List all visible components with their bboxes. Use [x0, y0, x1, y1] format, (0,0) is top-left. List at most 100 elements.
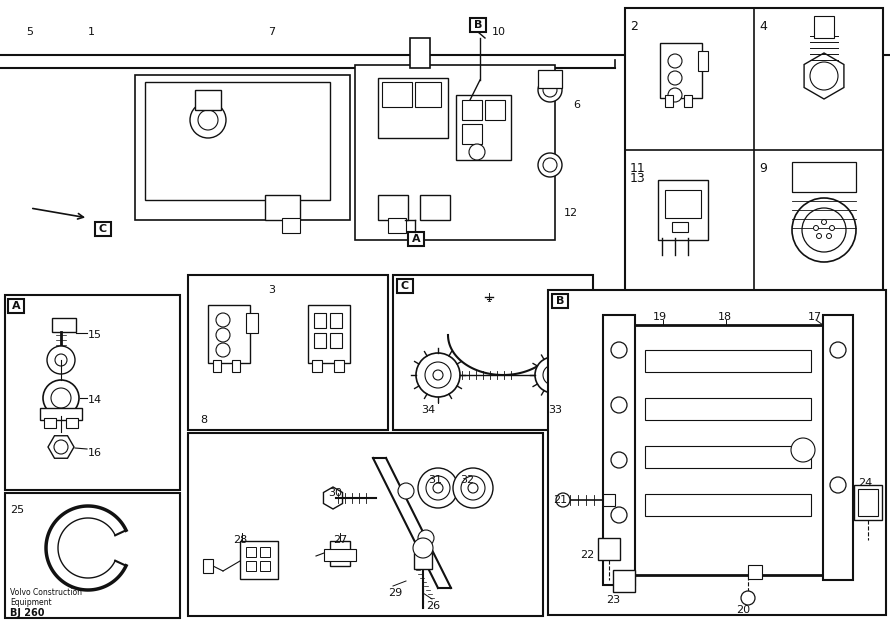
Circle shape [468, 483, 478, 493]
Circle shape [198, 110, 218, 130]
Bar [232, 360, 240, 372]
Text: A: A [12, 301, 20, 311]
Bar [195, 90, 221, 110]
Text: Volvo Construction: Volvo Construction [10, 588, 82, 597]
Circle shape [611, 342, 627, 358]
Bar [135, 75, 350, 220]
Bar [814, 16, 834, 38]
Bar [265, 195, 300, 220]
Bar [382, 82, 412, 107]
Bar [246, 313, 258, 333]
Circle shape [543, 365, 563, 385]
Circle shape [55, 354, 67, 366]
Text: 2: 2 [630, 20, 638, 33]
Text: B: B [473, 20, 482, 30]
Circle shape [611, 397, 627, 413]
Bar [598, 538, 620, 560]
Text: 20: 20 [736, 605, 750, 615]
Circle shape [543, 158, 557, 172]
Circle shape [54, 440, 68, 454]
Circle shape [535, 357, 571, 393]
Bar [410, 38, 430, 68]
Text: 25: 25 [10, 505, 24, 515]
Bar [330, 333, 342, 348]
Bar [462, 100, 482, 120]
Bar [324, 549, 356, 561]
Text: BJ 260: BJ 260 [10, 608, 45, 618]
Circle shape [668, 54, 682, 68]
Bar [485, 100, 505, 120]
Circle shape [538, 78, 562, 102]
Circle shape [810, 62, 838, 90]
Bar [470, 18, 486, 32]
Bar [408, 232, 424, 246]
Bar [456, 95, 511, 160]
Bar [665, 95, 673, 107]
Circle shape [418, 530, 434, 546]
Circle shape [802, 208, 846, 252]
Circle shape [47, 346, 75, 374]
Text: 1: 1 [88, 27, 95, 37]
Circle shape [413, 538, 433, 558]
Circle shape [611, 507, 627, 523]
Circle shape [216, 313, 230, 327]
Circle shape [216, 343, 230, 357]
Bar [414, 553, 432, 569]
Bar [538, 70, 562, 88]
Text: 29: 29 [388, 588, 402, 598]
Circle shape [425, 362, 451, 388]
Circle shape [538, 153, 562, 177]
Bar [188, 275, 388, 430]
Circle shape [398, 483, 414, 499]
Text: I: I [488, 293, 491, 303]
Bar [698, 51, 708, 71]
Bar [378, 195, 408, 220]
Text: 24: 24 [858, 478, 872, 488]
Text: 5: 5 [26, 27, 33, 37]
Text: 11: 11 [630, 162, 646, 175]
Bar [213, 360, 221, 372]
Circle shape [416, 353, 460, 397]
Circle shape [611, 452, 627, 468]
Text: 32: 32 [460, 475, 474, 485]
Bar [208, 305, 250, 363]
Text: 30: 30 [328, 488, 342, 498]
Circle shape [216, 328, 230, 342]
Text: 26: 26 [426, 601, 441, 611]
Text: 9: 9 [759, 162, 767, 175]
Circle shape [461, 476, 485, 500]
Text: 34: 34 [421, 405, 435, 415]
Circle shape [791, 438, 815, 462]
Bar [145, 82, 330, 200]
Bar [397, 279, 413, 293]
Circle shape [190, 102, 226, 138]
Text: 14: 14 [88, 395, 102, 405]
Circle shape [792, 198, 856, 262]
Circle shape [830, 477, 846, 493]
Text: 10: 10 [492, 27, 506, 37]
Bar [282, 218, 300, 233]
Bar [388, 218, 406, 233]
Bar [40, 408, 82, 420]
Bar [66, 418, 78, 428]
Bar [378, 78, 448, 138]
Bar [792, 162, 856, 192]
Circle shape [830, 342, 846, 358]
Bar [52, 318, 76, 332]
Circle shape [433, 370, 443, 380]
Text: 7: 7 [268, 27, 275, 37]
Circle shape [453, 468, 493, 508]
Text: 31: 31 [428, 475, 442, 485]
Bar [5, 295, 180, 490]
Bar [613, 570, 635, 592]
Text: 33: 33 [548, 405, 562, 415]
Bar [312, 360, 322, 372]
Bar [548, 290, 886, 615]
Bar [44, 418, 56, 428]
Bar [633, 325, 823, 575]
Bar [603, 494, 615, 506]
Bar [645, 446, 811, 468]
Text: 18: 18 [718, 312, 732, 322]
Text: 17: 17 [808, 312, 822, 322]
Bar [603, 315, 635, 585]
